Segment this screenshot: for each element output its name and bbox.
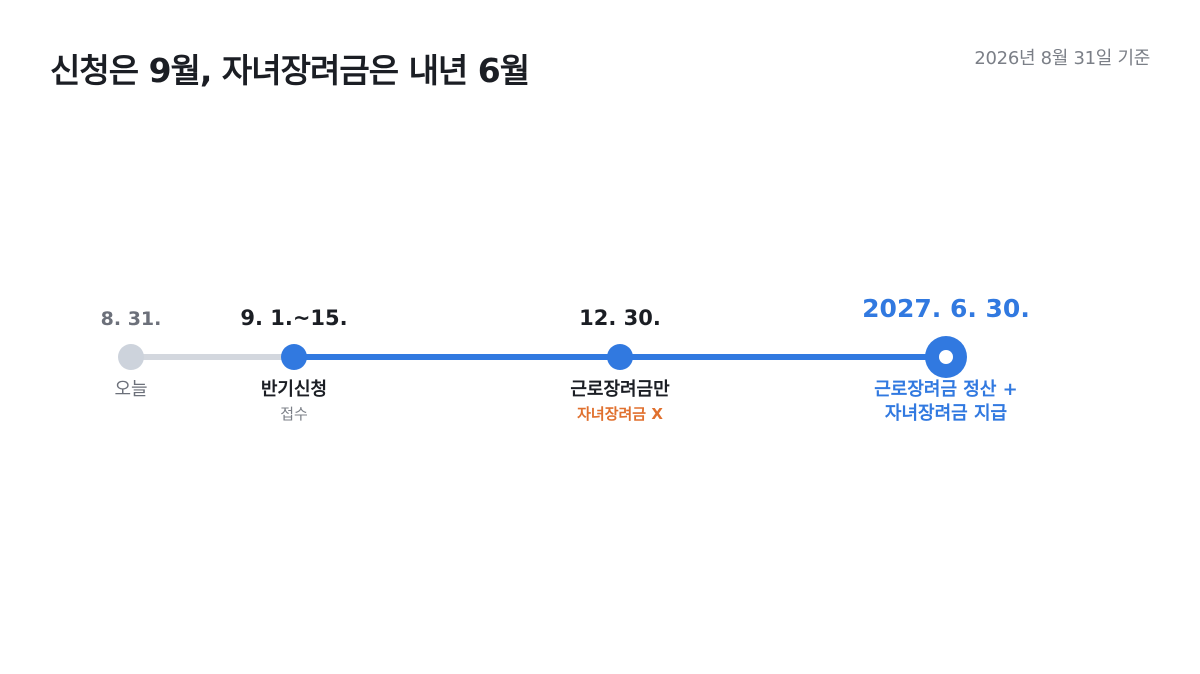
milestone-node-today: [118, 344, 144, 370]
milestone-warning: 자녀장려금 X: [577, 405, 663, 423]
milestone-title: 반기신청: [260, 379, 328, 400]
milestone-title-line2: 자녀장려금 지급: [884, 403, 1008, 424]
milestone-label-today: 오늘: [114, 378, 147, 402]
milestone-label-payment: 근로장려금만 자녀장려금 X: [570, 378, 669, 426]
milestone-title: 오늘: [114, 379, 148, 400]
milestone-node-application: [281, 344, 307, 370]
milestone-title: 근로장려금만: [570, 379, 670, 400]
milestone-date-application: 9. 1.~15.: [240, 306, 348, 330]
timeline-track-past: [130, 354, 295, 360]
milestone-date-payment: 12. 30.: [579, 306, 661, 330]
milestone-node-payment: [607, 344, 633, 370]
milestone-subtitle: 접수: [280, 405, 308, 423]
milestone-label-application: 반기신청 접수: [261, 378, 327, 426]
milestone-node-final: [925, 336, 967, 378]
milestone-date-final: 2027. 6. 30.: [862, 294, 1030, 323]
milestone-date-today: 8. 31.: [100, 308, 162, 330]
milestone-label-final: 근로장려금 정산 + 자녀장려금 지급: [874, 378, 1018, 426]
page-title: 신청은 9월, 자녀장려금은 내년 6월: [50, 51, 530, 90]
milestone-title-line1: 근로장려금 정산 +: [874, 379, 1018, 400]
basis-date: 2026년 8월 31일 기준: [974, 48, 1150, 69]
